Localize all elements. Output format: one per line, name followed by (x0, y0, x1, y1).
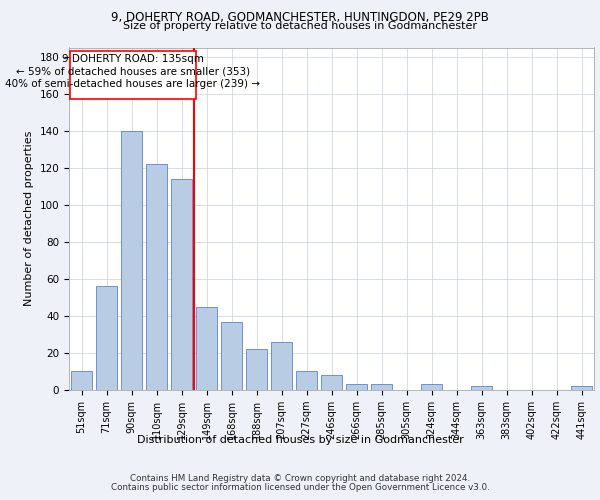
Bar (271, 342, 292, 390)
Bar (296, 372, 317, 390)
Bar (471, 386, 492, 390)
Bar (421, 384, 442, 390)
Bar (96, 286, 117, 390)
Bar (321, 375, 342, 390)
Text: Distribution of detached houses by size in Godmanchester: Distribution of detached houses by size … (137, 435, 463, 445)
Text: 40% of semi-detached houses are larger (239) →: 40% of semi-detached houses are larger (… (5, 79, 260, 89)
Y-axis label: Number of detached properties: Number of detached properties (24, 131, 34, 306)
Bar (246, 350, 267, 390)
Bar (146, 164, 167, 390)
Bar (346, 384, 367, 390)
Bar (571, 386, 592, 390)
Bar (121, 131, 142, 390)
Text: Size of property relative to detached houses in Godmanchester: Size of property relative to detached ho… (123, 21, 477, 31)
Text: 9, DOHERTY ROAD, GODMANCHESTER, HUNTINGDON, PE29 2PB: 9, DOHERTY ROAD, GODMANCHESTER, HUNTINGD… (111, 11, 489, 24)
Bar (171, 179, 192, 390)
Text: ← 59% of detached houses are smaller (353): ← 59% of detached houses are smaller (35… (16, 66, 250, 76)
Bar (196, 306, 217, 390)
Bar (71, 372, 92, 390)
Text: Contains HM Land Registry data © Crown copyright and database right 2024.: Contains HM Land Registry data © Crown c… (130, 474, 470, 483)
Bar (70, 51, 196, 100)
Bar (221, 322, 242, 390)
Text: 9 DOHERTY ROAD: 135sqm: 9 DOHERTY ROAD: 135sqm (62, 54, 203, 64)
Text: Contains public sector information licensed under the Open Government Licence v3: Contains public sector information licen… (110, 484, 490, 492)
Bar (371, 384, 392, 390)
